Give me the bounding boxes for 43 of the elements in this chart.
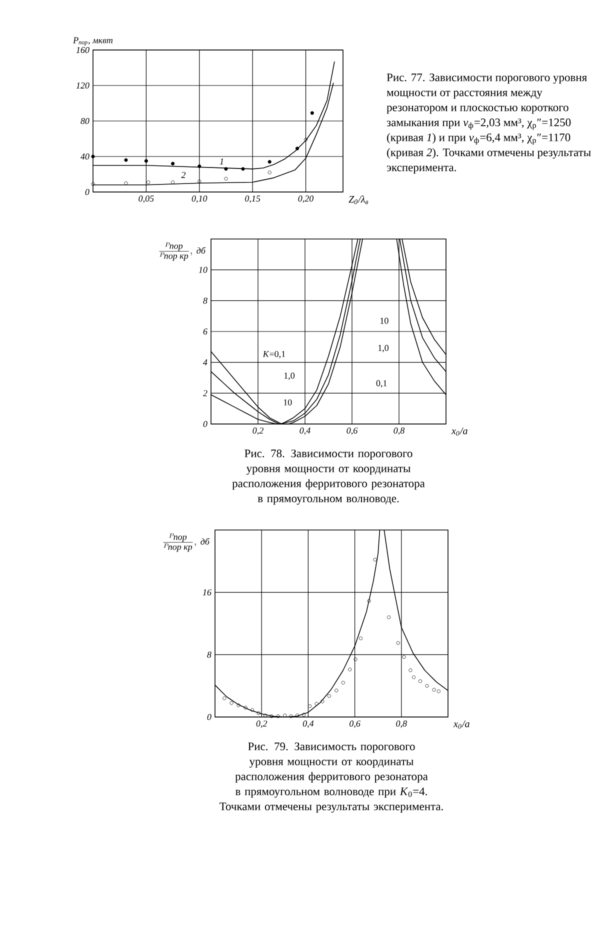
annotation: 1,0 (378, 344, 389, 352)
x-axis-title: x$_{0}$/a (451, 428, 468, 436)
x-tick-label: 0,6 (350, 720, 360, 728)
text: Рис. 78. Зависимости порогового уровня мощности от координаты расположения ферритового резонатора в прямоугольном волноводе. (232, 450, 425, 505)
x-tick-label: 0,8 (394, 428, 405, 435)
x-tick-label: 0,4 (300, 428, 310, 435)
y-tick-label: 0 (85, 188, 90, 196)
y-axis-title: $\frac{P_{\textit{пор}}}{P_{\textit{пор кр}}},\ \textit{дб}$ (159, 242, 206, 261)
y-tick-label: 120 (76, 82, 90, 89)
x-tick-label: 0,8 (396, 720, 407, 728)
annotation: K=0,1 (262, 350, 286, 358)
x-tick-label: 0,05 (138, 196, 154, 203)
x-axis-title: x$_{0}$/a (453, 720, 470, 729)
annotation: 10 (380, 318, 388, 324)
x-tick-label: 0,2 (256, 720, 268, 728)
x-tick-label: 0,15 (245, 196, 260, 203)
annotation: 10 (284, 399, 292, 406)
y-tick-label: 4 (202, 359, 208, 366)
x-tick-label: 0,10 (192, 196, 208, 203)
x-tick-label: 0,6 (346, 428, 358, 435)
chart-title: Рис. 77. Зависимости порогового уровня мощности от расстояния между резонатором и плоскостью короткого замыкания при v$_{ф}$=2,03 мм³, χ$_{р}$″=1250 (кривая 1) и при v$_{ф}$=6,4 мм³, χ$_{р}$″=1170 (кривая 2). Точками отмечены результаты эксперимента. (386, 74, 591, 174)
y-tick-label: 0 (203, 420, 208, 428)
y-tick-label: 80 (80, 118, 90, 124)
y-tick-label: 2 (202, 390, 208, 396)
y-tick-label: 8 (207, 652, 212, 658)
annotation: 2 (181, 172, 186, 178)
y-axis-title: $\frac{P_{\textit{пор}}}{P_{\textit{пор кр}}},\ \textit{дб}$ (163, 534, 210, 552)
text: Рис. 79. Зависимость порогового уровня мощности от координаты расположения ферритового резонатора в прямоугольном волноводе при K$_{0}$=4. Точками отмечены результаты эксперимента. (220, 742, 443, 813)
x-tick-label: 0,4 (302, 720, 314, 728)
x-tick-label: 0,2 (252, 428, 264, 435)
y-tick-label: 160 (76, 46, 90, 54)
y-tick-label: 0 (207, 714, 212, 720)
y-tick-label: 40 (80, 153, 90, 160)
annotation: 1,0 (284, 372, 295, 380)
y-tick-label: 6 (203, 328, 208, 335)
y-tick-label: 16 (202, 589, 212, 596)
x-tick-label: 0,20 (298, 196, 314, 203)
y-axis-title: P$_{пор}$, мквт (73, 37, 113, 46)
annotation: 0,1 (376, 380, 387, 388)
y-tick-label: 8 (203, 298, 208, 304)
annotation: 1 (220, 158, 224, 164)
x-axis-title: Z$_{0}$/λ$_{в}$ (348, 196, 368, 204)
y-tick-label: 10 (198, 266, 208, 273)
